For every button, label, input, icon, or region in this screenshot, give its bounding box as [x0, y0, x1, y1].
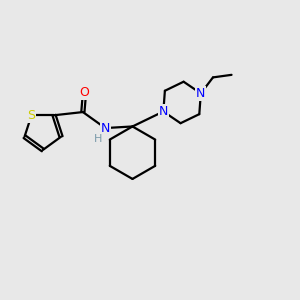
Text: O: O [80, 86, 89, 99]
Text: S: S [28, 109, 35, 122]
Text: H: H [94, 134, 102, 144]
Text: N: N [100, 122, 110, 135]
Text: N: N [159, 105, 168, 118]
Text: N: N [196, 87, 206, 100]
